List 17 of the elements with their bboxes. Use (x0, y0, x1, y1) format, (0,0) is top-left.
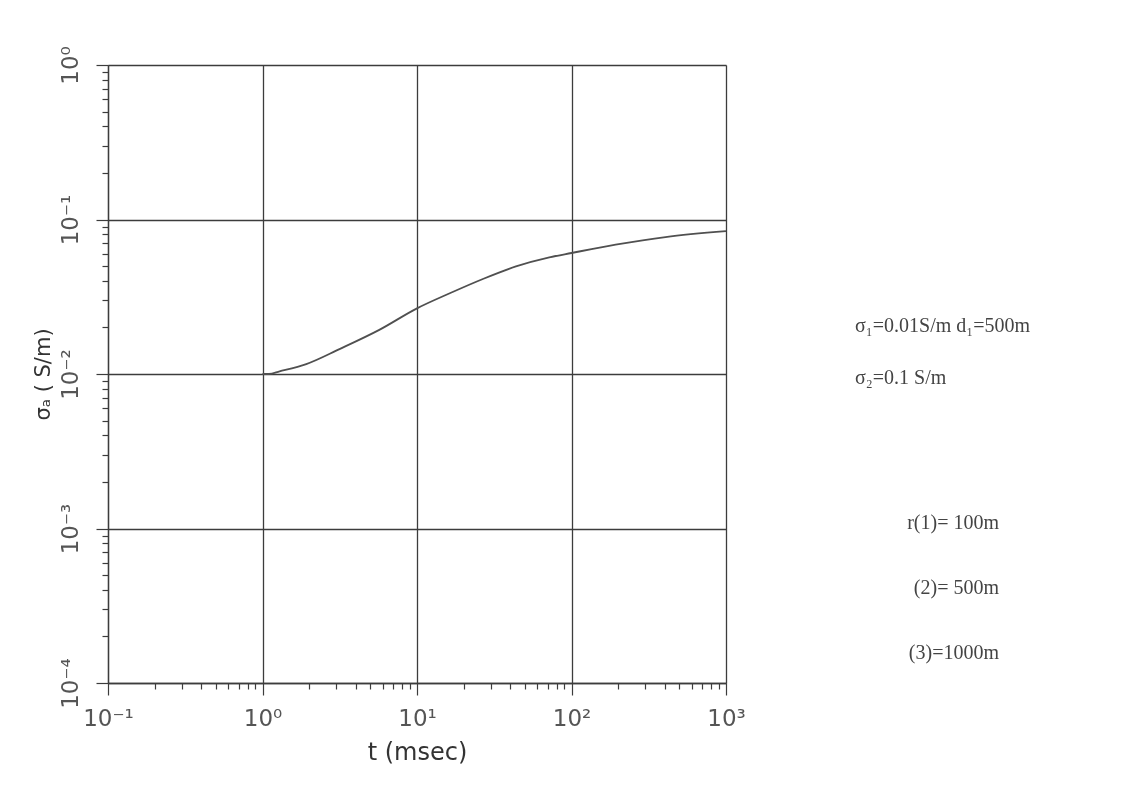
y-tick-label: 10⁻¹ (56, 194, 83, 246)
x-axis-title: t (msec) (367, 737, 468, 766)
text: r(1)= 100m (907, 511, 1000, 534)
y-tick-label: 10⁻⁴ (56, 658, 83, 709)
y-tick-label: 10⁻² (56, 349, 83, 400)
x-tick-label: 10³ (707, 704, 746, 731)
y-tick-label: 10⁰ (56, 46, 83, 85)
text: (2)= 500m (913, 576, 1000, 599)
text: (3)=1000m (908, 641, 1000, 664)
x-tick-label: 10² (552, 704, 592, 731)
x-tick-label: 10⁰ (243, 704, 283, 731)
x-tick-label: 10¹ (398, 704, 437, 731)
text: σ₂=0.1 S/m (855, 366, 947, 388)
y-tick-label: 10⁻³ (56, 503, 83, 555)
x-tick-label: 10⁻¹ (83, 704, 134, 731)
y-axis-title: σₐ ( S/m) (30, 328, 55, 421)
text: σ₁=0.01S/m d₁=500m (855, 314, 1031, 336)
